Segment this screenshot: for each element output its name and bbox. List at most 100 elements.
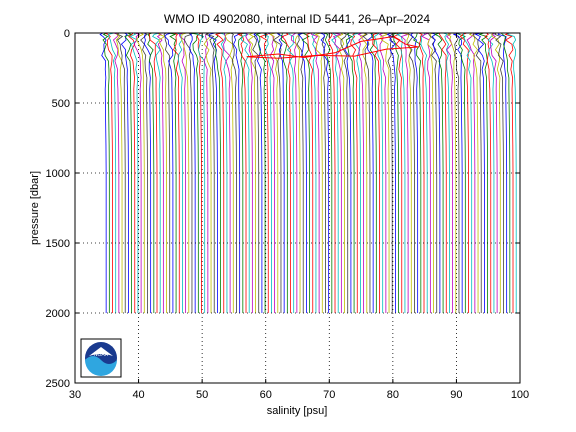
profile-line [158, 32, 167, 313]
profile-line [195, 32, 206, 313]
profile-line [104, 32, 113, 313]
x-axis: 30 40 50 60 70 80 90 100 [69, 33, 529, 401]
profile-line [345, 32, 355, 313]
profile-line [115, 32, 123, 313]
profile-line [507, 32, 517, 313]
profile-line [128, 32, 136, 313]
profile-line [430, 32, 441, 313]
y-tick-label: 1500 [46, 238, 70, 250]
profile-line [442, 32, 450, 313]
profile-line [156, 32, 164, 313]
profile-line [184, 32, 193, 313]
profile-line [148, 32, 158, 313]
profile-line [420, 32, 428, 313]
profile-line [478, 32, 488, 313]
profile-line [386, 32, 396, 313]
y-tick-label: 500 [52, 98, 70, 110]
profile-line [306, 32, 314, 313]
profile-line [108, 32, 117, 313]
profile-line [402, 32, 412, 313]
profile-line [380, 32, 390, 313]
profile-line [504, 32, 514, 313]
profile-line [143, 32, 152, 313]
profile-line [392, 32, 399, 313]
profile-line [336, 32, 345, 313]
profile-line [263, 32, 272, 313]
x-tick-label: 80 [387, 389, 399, 401]
profile-line [400, 32, 410, 313]
profile-line [297, 32, 307, 313]
x-tick-label: 30 [69, 389, 81, 401]
profile-line [189, 32, 199, 313]
profile-line [245, 32, 253, 313]
profile-line [189, 32, 196, 313]
profile-line [352, 32, 361, 313]
profile-line [112, 32, 120, 313]
profile-line [452, 32, 463, 313]
profile-line [378, 32, 387, 313]
profile-line [259, 32, 269, 313]
profile-line [208, 32, 218, 313]
profile-line [468, 32, 479, 313]
x-axis-label: salinity [psu] [267, 405, 328, 417]
profile-line [196, 32, 202, 313]
profile-line [387, 32, 393, 313]
y-tick-label: 2000 [46, 308, 70, 320]
profile-line [446, 32, 454, 313]
profile-line [272, 32, 282, 313]
noaa-logo: NOAA [80, 338, 122, 378]
profile-line [321, 32, 326, 313]
profile-line [494, 32, 504, 313]
profile-line [466, 32, 476, 313]
x-tick-label: 100 [511, 389, 529, 401]
profile-line [392, 32, 403, 313]
profile-line [120, 32, 129, 313]
profile-line [418, 32, 425, 313]
profile-line [301, 32, 310, 313]
profile-line [453, 32, 460, 313]
profile-line [491, 32, 501, 313]
profile-line [500, 32, 511, 313]
profile-line [395, 32, 406, 313]
profile-line [374, 32, 384, 313]
y-axis: 0 500 1000 1500 2000 2500 [46, 28, 520, 390]
x-tick-label: 40 [132, 389, 144, 401]
profile-line [294, 32, 301, 313]
profile-line [489, 32, 498, 313]
profile-line [102, 32, 110, 313]
profile-line [203, 32, 212, 313]
x-tick-label: 50 [196, 389, 208, 401]
profile-line [487, 32, 495, 313]
profile-line [310, 32, 320, 313]
profile-line [484, 32, 492, 313]
profiles-layer [99, 32, 517, 313]
profile-line [331, 32, 339, 313]
profile-line [168, 32, 177, 313]
profile-line [413, 32, 422, 313]
profile-line [410, 32, 419, 313]
profile-line [237, 32, 244, 313]
profile-line [219, 32, 228, 313]
profile-line [225, 32, 234, 313]
profile-line [214, 32, 225, 313]
x-tick-label: 90 [450, 389, 462, 401]
profile-line [290, 32, 298, 313]
x-tick-label: 70 [323, 389, 335, 401]
profile-line [359, 32, 368, 313]
profile-line [340, 32, 349, 313]
profile-line [99, 32, 107, 313]
profile-line [163, 32, 171, 313]
profile-line [129, 32, 139, 313]
profile-line [223, 32, 231, 313]
y-tick-label: 1000 [46, 168, 70, 180]
profile-line [369, 32, 377, 313]
profile-line [474, 32, 485, 313]
profile-line [281, 32, 291, 313]
y-tick-label: 0 [64, 28, 70, 40]
profile-line [136, 32, 145, 313]
profile-line [323, 32, 333, 313]
profile-line [124, 32, 133, 313]
profile-line [237, 32, 247, 313]
x-tick-label: 60 [260, 389, 272, 401]
